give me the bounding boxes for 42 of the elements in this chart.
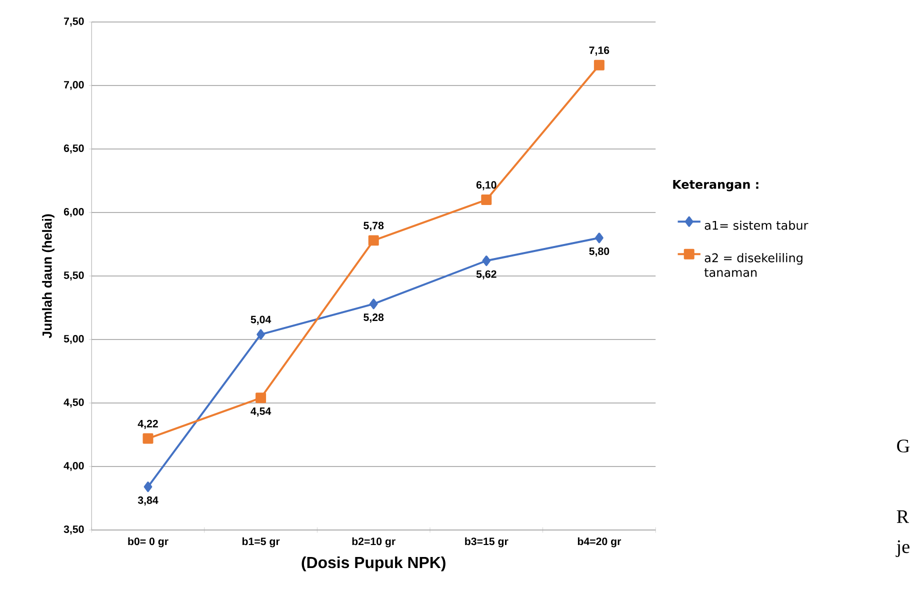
point [594,60,604,70]
data-label: 5,28 [364,314,384,323]
x-tick-label: b2=10 gr [352,537,396,548]
point [142,433,154,444]
text: R [896,510,910,523]
point [369,298,378,310]
legend-title: Keterangan : [673,180,758,192]
point [256,329,265,340]
point [482,256,491,266]
x-tick-label: b3=15 gr [465,537,508,548]
data-label: 5,62 [476,270,496,280]
x-axis-title: (Dosis Pupuk NPK) [302,556,446,572]
data-label: 5,80 [589,248,610,257]
point [144,482,152,492]
y-tick-label: 5,00 [64,334,84,344]
x-tick-label: b1=5 gr [242,537,280,548]
y-tick-label: 4,00 [64,462,84,472]
point [595,232,604,244]
data-label: 5,04 [250,316,272,325]
data-label: 4,54 [250,408,272,416]
y-tick-label: 3,50 [64,525,84,535]
legend-label: a2 = disekeliling tanaman [704,253,802,277]
y-tick-label: 7,00 [64,80,84,90]
data-label: 5,78 [364,222,384,231]
text: je [896,540,910,558]
data-label: 4,22 [138,420,158,429]
legend-label: a1= sistem tabur [704,220,808,230]
y-tick-label: 7,50 [64,17,84,27]
point [368,235,379,246]
x-tick-label: b4=20 gr [578,537,622,548]
point [256,392,266,404]
point [481,194,492,206]
text: G [897,440,910,452]
y-tick-label: 5,50 [64,271,84,281]
y-tick-label: 6,50 [64,144,84,154]
y-axis-title: Jumlah daun (helai) [42,214,54,338]
data-label: 6,10 [476,181,496,190]
data-label: 7,16 [589,46,610,56]
y-tick-label: 4,50 [64,398,84,408]
data-label: 3,84 [138,496,158,506]
y-tick-label: 6,00 [64,208,84,218]
x-tick-label: b0= 0 gr [128,537,168,548]
